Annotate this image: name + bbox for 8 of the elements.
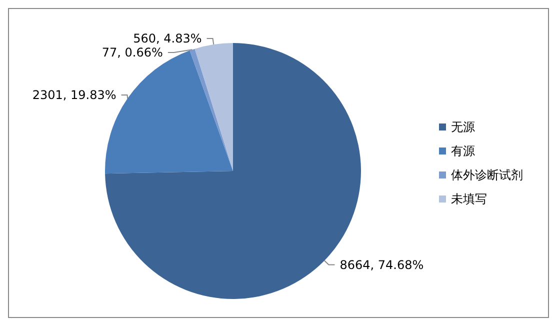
data-label: 77, 0.66% <box>102 46 163 60</box>
legend-label: 有源 <box>451 144 475 158</box>
legend-label: 未填写 <box>451 192 487 206</box>
data-label: 8664, 74.68% <box>340 258 424 272</box>
data-label: 560, 4.83% <box>133 32 202 46</box>
data-label: 2301, 19.83% <box>32 88 116 102</box>
legend-label: 无源 <box>451 120 475 134</box>
legend-label: 体外诊断试剂 <box>451 168 523 182</box>
